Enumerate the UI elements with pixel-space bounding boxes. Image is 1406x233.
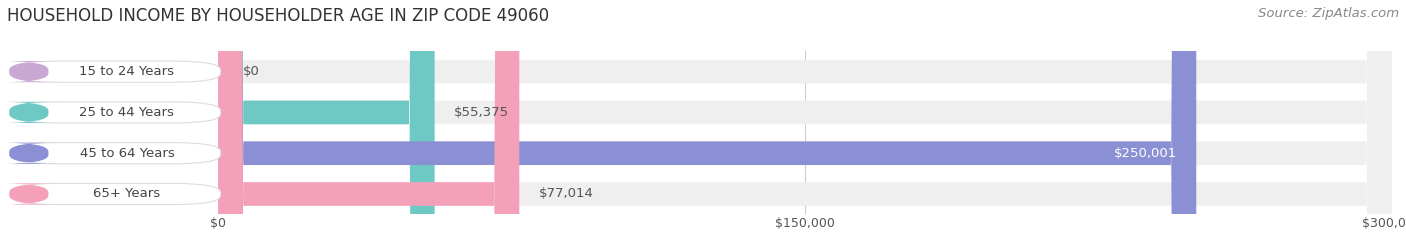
Text: $250,001: $250,001 bbox=[1114, 147, 1177, 160]
FancyBboxPatch shape bbox=[218, 0, 224, 233]
Text: HOUSEHOLD INCOME BY HOUSEHOLDER AGE IN ZIP CODE 49060: HOUSEHOLD INCOME BY HOUSEHOLDER AGE IN Z… bbox=[7, 7, 550, 25]
Text: Source: ZipAtlas.com: Source: ZipAtlas.com bbox=[1258, 7, 1399, 20]
FancyBboxPatch shape bbox=[11, 183, 221, 205]
Text: 15 to 24 Years: 15 to 24 Years bbox=[79, 65, 174, 78]
FancyBboxPatch shape bbox=[218, 0, 519, 233]
Text: $77,014: $77,014 bbox=[538, 188, 593, 200]
Text: $0: $0 bbox=[243, 65, 260, 78]
FancyBboxPatch shape bbox=[0, 143, 58, 164]
Text: 45 to 64 Years: 45 to 64 Years bbox=[80, 147, 174, 160]
FancyBboxPatch shape bbox=[218, 0, 1392, 233]
FancyBboxPatch shape bbox=[218, 0, 1392, 233]
FancyBboxPatch shape bbox=[11, 61, 221, 82]
Text: 25 to 44 Years: 25 to 44 Years bbox=[80, 106, 174, 119]
Text: 65+ Years: 65+ Years bbox=[93, 188, 160, 200]
FancyBboxPatch shape bbox=[218, 0, 434, 233]
FancyBboxPatch shape bbox=[218, 0, 1392, 233]
FancyBboxPatch shape bbox=[218, 0, 1197, 233]
Text: $55,375: $55,375 bbox=[454, 106, 509, 119]
FancyBboxPatch shape bbox=[0, 183, 58, 205]
FancyBboxPatch shape bbox=[218, 0, 1392, 233]
FancyBboxPatch shape bbox=[0, 102, 58, 123]
FancyBboxPatch shape bbox=[11, 102, 221, 123]
FancyBboxPatch shape bbox=[11, 143, 221, 164]
FancyBboxPatch shape bbox=[0, 61, 58, 82]
